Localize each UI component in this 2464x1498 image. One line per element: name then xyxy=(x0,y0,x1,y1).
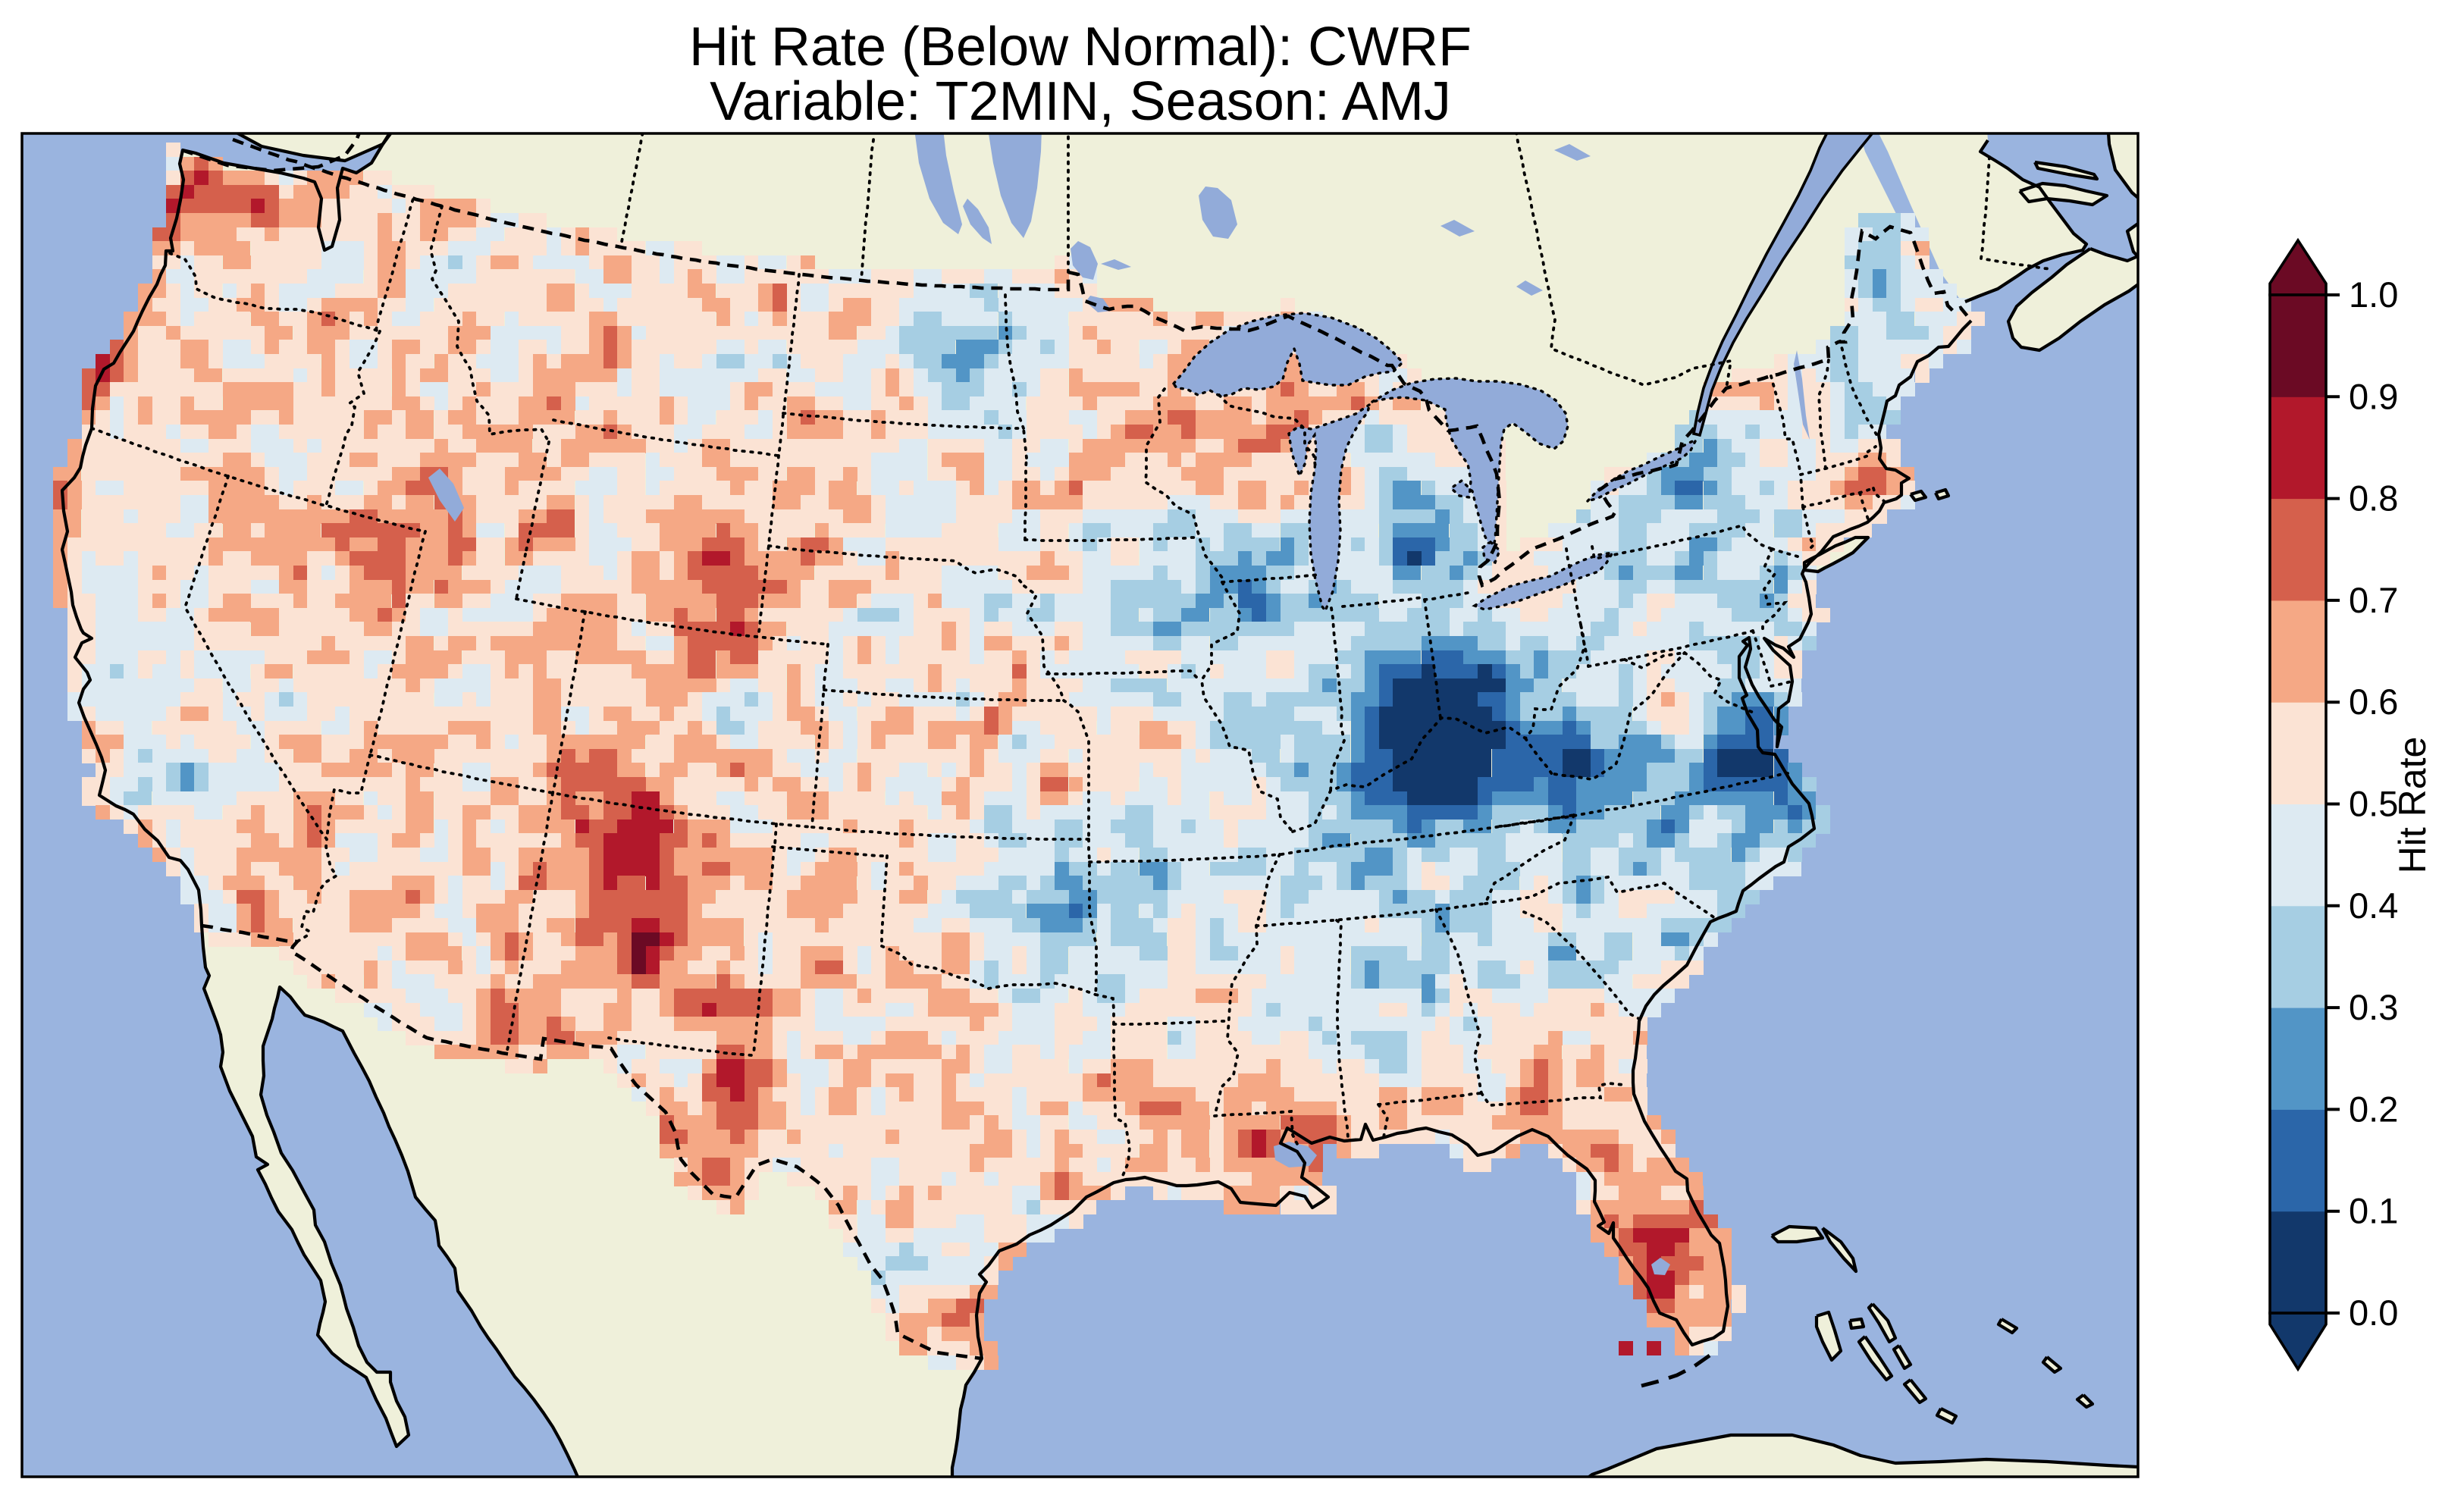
svg-text:Hit Rate (Below Normal): CWRF: Hit Rate (Below Normal): CWRF xyxy=(689,17,1472,77)
svg-text:0.6: 0.6 xyxy=(2349,682,2398,722)
svg-text:0.0: 0.0 xyxy=(2349,1293,2398,1333)
svg-text:1.0: 1.0 xyxy=(2349,274,2398,315)
svg-text:Hit Rate: Hit Rate xyxy=(2391,737,2434,874)
svg-text:0.7: 0.7 xyxy=(2349,580,2398,620)
svg-text:0.1: 0.1 xyxy=(2349,1191,2398,1231)
svg-text:0.2: 0.2 xyxy=(2349,1089,2398,1129)
svg-text:0.5: 0.5 xyxy=(2349,784,2398,824)
svg-text:0.9: 0.9 xyxy=(2349,376,2398,416)
svg-text:Variable: T2MIN, Season: AMJ: Variable: T2MIN, Season: AMJ xyxy=(710,71,1451,132)
svg-text:0.8: 0.8 xyxy=(2349,478,2398,519)
svg-text:0.3: 0.3 xyxy=(2349,987,2398,1027)
svg-text:0.4: 0.4 xyxy=(2349,885,2398,926)
